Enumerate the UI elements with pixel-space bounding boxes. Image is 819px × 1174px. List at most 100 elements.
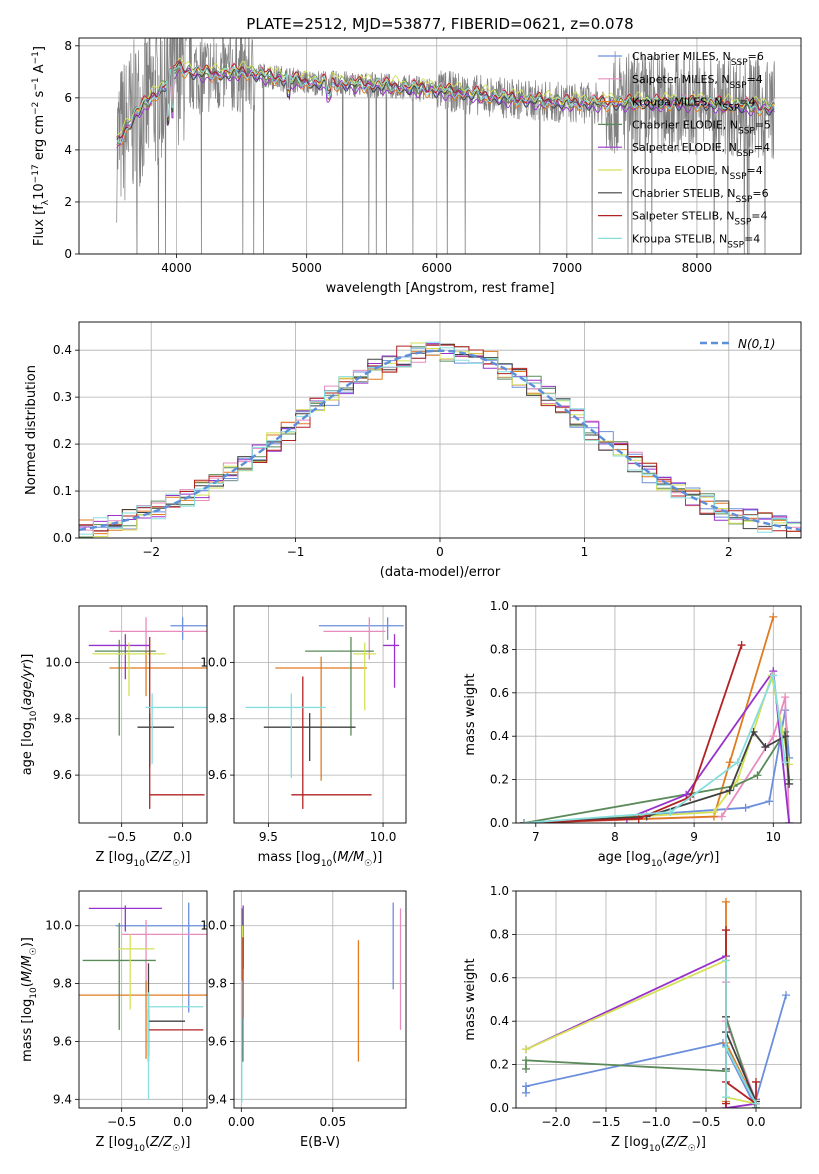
weight_vs_age-point-marker <box>781 758 790 767</box>
gaussian-curve <box>79 349 801 531</box>
weight_vs_Z-xlabel: Z [log10(Z/Z☉)] <box>611 1135 706 1154</box>
age_vs_Z-ytick-label: 9.8 <box>53 712 72 726</box>
weight_vs_age-frame <box>515 605 802 824</box>
residuals-ylabel: Normed distribution <box>24 365 39 495</box>
weight_vs_age-series-line <box>523 644 743 823</box>
weight_vs_Z-point-marker <box>722 926 730 935</box>
residuals-xtick-label: −1 <box>287 545 305 559</box>
age_vs_mass-xtick-label: 10.0 <box>370 830 397 844</box>
weight_vs_age-point-marker <box>717 812 726 821</box>
weight_vs_Z-point-marker <box>752 1077 760 1086</box>
weight_vs_age-point-marker <box>634 814 643 823</box>
spectrum-xtick-label: 4000 <box>161 261 192 275</box>
residual-histogram-step <box>79 342 801 538</box>
weight_vs_Z-ytick-label: 0.8 <box>490 927 509 941</box>
age_vs_mass-xlabel: mass [log10(M/M☉)] <box>258 850 383 869</box>
weight_vs_age-point-marker <box>709 808 718 817</box>
weight_vs_age-point-marker <box>519 819 528 823</box>
weight_vs_age-point-marker <box>765 797 774 806</box>
age_vs_Z-ytick-label: 10.0 <box>45 655 72 669</box>
mass_vs_ebv-frame <box>233 890 407 1109</box>
weight_vs_Z-frame <box>515 890 802 1109</box>
spectrum-ytick-label: 2 <box>64 195 72 209</box>
spectrum-xtick-label: 6000 <box>421 261 452 275</box>
spectrum-ytick-label: 0 <box>64 247 72 261</box>
weight_vs_Z-series-line <box>725 960 757 1105</box>
mass_vs_Z-axes: −0.5 0.0 9.4 9.6 9.8 10.0 Z [log10(Z/Z☉)] mass … <box>20 890 208 1154</box>
weight_vs_Z-axes: −2.0 −1.5 −1.0 −0.5 0.0 0.0 0.2 0.4 0.6 0.8 1.0 Z [… <box>463 884 802 1154</box>
weight_vs_Z-point-marker <box>522 1056 530 1065</box>
weight_vs_Z-series-line <box>525 1016 757 1108</box>
weight_vs_Z-xtick-label: 0.0 <box>746 1115 765 1129</box>
mass_vs_ebv-ytick-label: 10.0 <box>200 919 227 933</box>
age_vs_Z-xtick-label: 0.0 <box>173 830 192 844</box>
spectrum-xlabel: wavelength [Angstrom, rest frame] <box>326 281 555 296</box>
weight_vs_Z-ytick-label: 0.4 <box>490 1014 509 1028</box>
mass_vs_Z-xtick-label: 0.0 <box>173 1115 192 1129</box>
spectrum-ytick-label: 6 <box>64 91 72 105</box>
spectrum-xtick-label: 5000 <box>291 261 322 275</box>
weight_vs_Z-series-line <box>525 959 757 1105</box>
weight_vs_age-ytick-label: 1.0 <box>490 599 509 613</box>
spectrum-model-line <box>116 67 775 149</box>
spectrum-axes: 4000 5000 6000 7000 8000 0 2 4 6 8 wavelength [Ang… <box>31 37 802 296</box>
residuals-xtick-label: 2 <box>725 545 733 559</box>
age_vs_mass-ytick-label: 9.8 <box>208 712 227 726</box>
mass_vs_Z-ytick-label: 9.4 <box>53 1092 72 1106</box>
weight_vs_age-ytick-label: 0.6 <box>490 686 509 700</box>
weight_vs_Z-point-marker <box>722 1093 730 1102</box>
weight_vs_Z-ytick-label: 1.0 <box>490 884 509 898</box>
residuals-plot-area <box>79 322 801 538</box>
age_vs_mass-axes: 9.5 10.0 9.6 9.8 10.0 mass [log10(M/M☉)] <box>200 605 407 869</box>
mass_vs_Z-ytick-label: 10.0 <box>45 919 72 933</box>
weight_vs_age-xtick-label: 8 <box>611 830 619 844</box>
weight_vs_Z-point-marker <box>522 1082 530 1091</box>
age_vs_mass-xtick-label: 9.5 <box>259 830 278 844</box>
weight_vs_Z-point-marker <box>722 897 730 906</box>
residuals-ytick-label: 0.0 <box>53 531 72 545</box>
spectrum-ytick-label: 8 <box>64 39 72 53</box>
weight_vs_age-point-marker <box>725 786 734 795</box>
mass_vs_Z-ytick-label: 9.8 <box>53 977 72 991</box>
age_vs_Z-ytick-label: 9.6 <box>53 768 72 782</box>
residuals-xlabel: (data-model)/error <box>380 565 501 580</box>
weight_vs_age-xtick-label: 10 <box>766 830 781 844</box>
age_vs_Z-frame <box>78 605 208 824</box>
mass_vs_ebv-xtick-label: 0.00 <box>228 1115 255 1129</box>
age_vs_mass-frame <box>233 605 407 824</box>
weight_vs_age-xtick-label: 7 <box>532 830 540 844</box>
age_vs_mass-ytick-label: 10.0 <box>200 655 227 669</box>
weight_vs_Z-point-marker <box>782 991 790 1000</box>
age_vs_Z-xtick-label: −0.5 <box>107 830 136 844</box>
mass_vs_ebv-xlabel: E(B-V) <box>300 1135 340 1150</box>
residuals-ytick-label: 0.3 <box>53 390 72 404</box>
residuals-ytick-label: 0.2 <box>53 437 72 451</box>
weight_vs_Z-xtick-label: −1.0 <box>641 1115 670 1129</box>
spectrum-xtick-label: 7000 <box>552 261 583 275</box>
residuals-xtick-label: −2 <box>142 545 160 559</box>
weight_vs_age-point-marker <box>741 803 750 812</box>
mass_vs_Z-xtick-label: −0.5 <box>107 1115 136 1129</box>
weight_vs_age-point-marker <box>733 758 742 767</box>
weight_vs_age-point-marker <box>737 641 746 650</box>
spectrum-data-line <box>116 38 776 254</box>
weight_vs_age-point-marker <box>666 808 675 817</box>
spectrum-ylabel: Flux [fλ10−17 erg cm−2 s−1 A−1] <box>31 46 51 246</box>
spectrum-plot-area <box>79 38 801 254</box>
residual-histogram-step <box>79 341 801 535</box>
weight_vs_age-xtick-label: 9 <box>690 830 698 844</box>
spectrum-ytick-label: 4 <box>64 143 72 157</box>
spectrum-model-line <box>116 60 775 138</box>
weight_vs_age-point-marker <box>769 732 778 741</box>
weight_vs_age-point-marker <box>769 612 778 621</box>
residuals-axes: −2 −1 0 1 2 0.0 0.1 0.2 0.3 0.4 (data-model)/error… <box>24 321 802 580</box>
weight_vs_age-axes: 7 8 9 10 0.0 0.2 0.4 0.6 0.8 1.0 age [log10(age/yr… <box>463 599 802 869</box>
age_vs_mass-plot-area <box>234 606 406 823</box>
weight_vs_age-point-marker <box>785 779 794 788</box>
weight_vs_age-ytick-label: 0.2 <box>490 773 509 787</box>
weight_vs_Z-point-marker <box>722 1043 730 1052</box>
weight_vs_age-xlabel: age [log10(age/yr)] <box>598 850 720 869</box>
mass_vs_ebv-xtick-label: 0.05 <box>319 1115 346 1129</box>
residuals-ytick-label: 0.1 <box>53 484 72 498</box>
